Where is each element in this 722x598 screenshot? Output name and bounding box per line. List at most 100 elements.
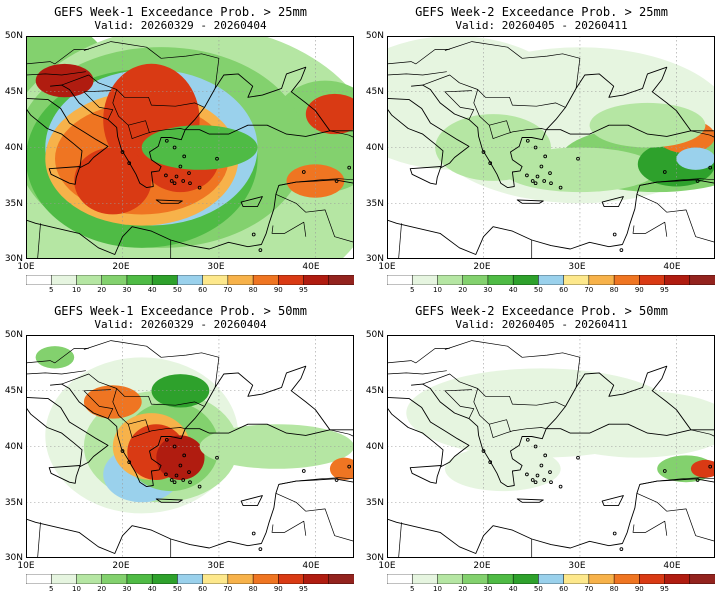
coastline (516, 498, 544, 503)
colorbar-tick-label: 70 (584, 286, 594, 294)
island (347, 464, 352, 469)
island (542, 478, 547, 482)
island (619, 547, 624, 551)
colorbar-swatch (202, 275, 229, 285)
probability-contour (444, 446, 561, 492)
lon-label: 10E (378, 262, 396, 272)
colorbar-ticks: 5 10 20 30 40 50 60 70 80 90 95 (26, 585, 354, 595)
map-week2-50mm (387, 335, 715, 558)
island (576, 156, 580, 161)
lat-label: 35N (4, 498, 23, 508)
colorbar-tick-label: 70 (584, 585, 594, 593)
island (178, 164, 183, 169)
country-border (444, 389, 475, 419)
colorbar-tick-label: 90 (634, 585, 644, 593)
colorbar-tick-label: 40 (508, 585, 518, 593)
island (535, 473, 540, 478)
island (548, 171, 552, 175)
coastline (240, 495, 263, 507)
colorbar-swatch (613, 574, 640, 584)
island (187, 171, 191, 175)
country-border (444, 41, 581, 89)
panel-title: GEFS Week-1 Exceedance Prob. > 50mm (54, 304, 307, 318)
country-border (275, 193, 354, 243)
colorbar-tick-label: 30 (122, 585, 132, 593)
probability-contour (156, 435, 205, 480)
island (164, 472, 168, 477)
lon-label: 30E (568, 561, 586, 571)
colorbar-tick-label: 60 (198, 286, 208, 294)
coastline (387, 396, 470, 468)
country-border (387, 71, 447, 76)
colorbar-swatch (563, 574, 590, 584)
colorbar-swatch (26, 574, 52, 584)
coastline (601, 495, 624, 507)
country-border (398, 522, 402, 558)
country-border (26, 71, 86, 76)
lon-label: 30E (207, 561, 225, 571)
lat-label: 35N (365, 498, 384, 508)
island (525, 173, 529, 178)
colorbar-swatch (177, 275, 204, 285)
island (539, 463, 544, 468)
colorbar-tick-label: 40 (147, 286, 157, 294)
island (548, 470, 552, 474)
country-border (275, 492, 354, 542)
island (695, 179, 700, 183)
coastline (387, 383, 715, 554)
coastline (155, 498, 183, 503)
colorbar-swatch (126, 275, 153, 285)
island (347, 165, 352, 170)
lon-label: 20E (112, 561, 130, 571)
lon-label: 40E (663, 561, 681, 571)
colorbar-tick-label: 30 (122, 286, 132, 294)
colorbar-swatch (563, 275, 590, 285)
island (481, 150, 486, 154)
colorbar-swatch (328, 275, 354, 285)
colorbar-tick-label: 80 (609, 585, 619, 593)
panel-valid-dates: Valid: 20260329 - 20260404 (94, 318, 267, 331)
colorbar-swatch (202, 574, 229, 584)
country-border (83, 41, 220, 89)
country-border (83, 389, 114, 419)
colorbar-swatch (462, 275, 489, 285)
coastline (184, 66, 331, 132)
colorbar-swatch (227, 275, 254, 285)
lon-label: 10E (378, 561, 396, 571)
probability-contour (305, 93, 354, 135)
country-border (37, 522, 41, 558)
island (215, 156, 219, 161)
probability-field (35, 346, 354, 514)
island (215, 455, 219, 460)
island (533, 444, 538, 449)
lon-label: 10E (17, 561, 35, 571)
island (525, 437, 530, 442)
country-border (329, 130, 354, 138)
colorbar (387, 275, 715, 285)
lat-label: 35N (4, 199, 23, 209)
probability-contour (74, 147, 152, 215)
island (120, 150, 125, 154)
colorbar-tick-label: 90 (273, 585, 283, 593)
country-border (422, 373, 566, 407)
probability-contour (35, 346, 75, 369)
panel-title: GEFS Week-2 Exceedance Prob. > 50mm (415, 304, 668, 318)
island (619, 248, 624, 252)
probability-contour (676, 147, 715, 170)
lat-label: 35N (365, 199, 384, 209)
country-border (444, 90, 475, 120)
country-border (278, 477, 354, 485)
lon-label: 20E (473, 262, 491, 272)
country-border (26, 49, 89, 65)
country-border (37, 223, 41, 259)
island (182, 453, 187, 458)
country-border (444, 340, 581, 388)
lat-label: 40N (4, 143, 23, 153)
lat-label: 45N (4, 386, 23, 396)
island (530, 478, 535, 482)
island (334, 478, 339, 482)
map-week1-50mm (26, 335, 354, 558)
panel-week1-25mm: GEFS Week-1 Exceedance Prob. > 25mm Vali… (0, 0, 361, 299)
graticule (387, 36, 715, 259)
coastline (516, 199, 544, 204)
